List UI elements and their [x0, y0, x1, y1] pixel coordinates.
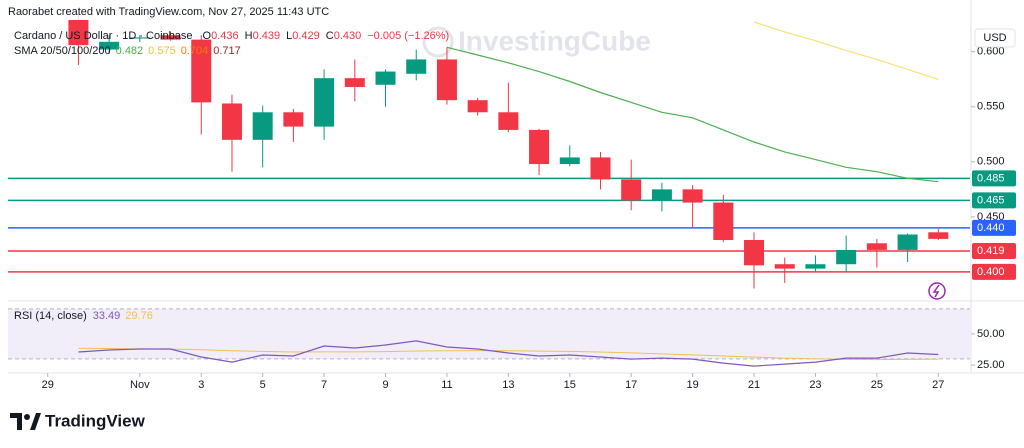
- x-tick-label: 5: [260, 379, 266, 391]
- level-label-box: [972, 243, 1016, 260]
- x-tick-label: 9: [382, 379, 388, 391]
- legend-value: 0.436: [211, 30, 239, 42]
- candle-body: [713, 202, 734, 240]
- level-label: 0.465: [977, 194, 1005, 206]
- legend-change: −0.005 (−1.26%): [367, 30, 449, 42]
- level-label: 0.485: [977, 172, 1005, 184]
- sma-legend-value: 0.704: [181, 45, 209, 57]
- candle-body: [191, 39, 212, 103]
- sma-line: [446, 46, 939, 183]
- candle-body: [99, 41, 120, 50]
- candle-body: [252, 112, 273, 140]
- legend: Cardano / US Dollar · 1D · Coinbase O0.43…: [14, 30, 449, 42]
- candle-body: [160, 35, 181, 40]
- candle-body: [344, 78, 365, 87]
- watermark-text: InvestingCube: [458, 25, 651, 56]
- x-tick-label: 15: [564, 379, 576, 391]
- candle-body: [467, 100, 488, 113]
- candle-body: [559, 157, 580, 165]
- level-label: 0.400: [977, 266, 1005, 278]
- x-tick-label: Nov: [130, 379, 150, 391]
- x-tick-label: 23: [809, 379, 821, 391]
- rsi-legend: RSI (14, close) 33.49 29.76: [14, 310, 153, 322]
- x-tick-label: 3: [198, 379, 204, 391]
- candle-body: [498, 112, 519, 130]
- level-label: 0.419: [977, 245, 1005, 257]
- brand-logo: [10, 413, 41, 430]
- x-tick-label: 29: [42, 379, 54, 391]
- legend-value: 0.429: [292, 30, 320, 42]
- legend-value: 0.439: [253, 30, 281, 42]
- sma-legend: SMA 20/50/100/200 0.482 0.575 0.704 0.717: [14, 45, 241, 57]
- rsi-pane: [8, 308, 970, 367]
- candle-body: [314, 78, 335, 127]
- candle-body: [129, 37, 150, 39]
- x-tick-label: 21: [748, 379, 760, 391]
- candle-body: [651, 189, 672, 201]
- legend-key: H: [245, 30, 253, 42]
- level-label-box: [972, 219, 1016, 236]
- currency-box: [974, 28, 1016, 48]
- sma-legend-value: 0.482: [116, 45, 144, 57]
- rsi-legend-value: 33.49: [93, 310, 121, 322]
- x-tick-label: 7: [321, 379, 327, 391]
- candle-body: [928, 232, 949, 239]
- y-tick-label: 0.550: [977, 101, 1005, 113]
- rsi-y-tick-label: 25.00: [977, 359, 1005, 371]
- rsi-line: [78, 340, 939, 367]
- legend-key: L: [286, 30, 292, 42]
- main-pane: [8, 7, 970, 289]
- watermark: InvestingCube: [422, 25, 651, 58]
- level-label-box: [972, 170, 1016, 187]
- sma-legend-value: 0.575: [148, 45, 176, 57]
- y-tick-label: 0.450: [977, 211, 1005, 223]
- level-label-box: [972, 192, 1016, 209]
- level-label-box: [972, 263, 1016, 280]
- x-tick-label: 19: [686, 379, 698, 391]
- rsi-legend-ma: 29.76: [125, 310, 153, 322]
- sma-line: [753, 21, 939, 80]
- sma-legend-value: 0.717: [213, 45, 241, 57]
- candle-body: [682, 189, 703, 203]
- legend-symbol: Cardano / US Dollar · 1D · Coinbase: [14, 30, 193, 42]
- rsi-y-tick-label: 50.00: [977, 328, 1005, 340]
- candle-body: [805, 264, 826, 269]
- candle-body: [406, 59, 427, 74]
- level-label: 0.440: [977, 222, 1005, 234]
- candle-body: [744, 240, 765, 266]
- candle-body: [836, 249, 857, 265]
- header-bg: [8, 4, 328, 20]
- y-tick-label: 0.600: [977, 46, 1005, 58]
- x-tick-label: 11: [441, 379, 452, 391]
- candle-body: [375, 71, 396, 85]
- candle-body: [866, 243, 887, 250]
- candle-body: [897, 234, 918, 250]
- sma-legend-name: SMA 20/50/100/200: [14, 45, 111, 57]
- candle-body: [221, 103, 242, 140]
- legend-key: C: [326, 30, 334, 42]
- candle-body: [529, 129, 550, 165]
- currency: USD: [983, 32, 1006, 44]
- x-tick-label: 17: [625, 379, 637, 391]
- brand: TradingView: [45, 411, 146, 430]
- candle-body: [283, 112, 304, 127]
- x-tick-label: 13: [502, 379, 514, 391]
- candle-body: [436, 59, 457, 101]
- legend-key: O: [203, 30, 212, 42]
- rsi-legend-title: RSI (14, close): [14, 310, 87, 322]
- candle-body: [68, 19, 89, 46]
- y-tick-label: 0.500: [977, 156, 1005, 168]
- x-tick-label: 25: [871, 379, 883, 391]
- candle-body: [621, 179, 642, 201]
- axes: 0.600 0.550 0.500 0.450 29 Nov 3 5 7 9 11 13 15 17 19 2…: [42, 46, 1016, 391]
- x-tick-label: 27: [932, 379, 944, 391]
- legend-value: 0.430: [334, 30, 362, 42]
- candle-body: [590, 157, 611, 180]
- rsi-ma-line: [78, 347, 939, 361]
- header: Raorabet created with TradingView.com, N…: [8, 6, 329, 18]
- candle-body: [774, 264, 795, 269]
- alert-icon: [928, 282, 946, 300]
